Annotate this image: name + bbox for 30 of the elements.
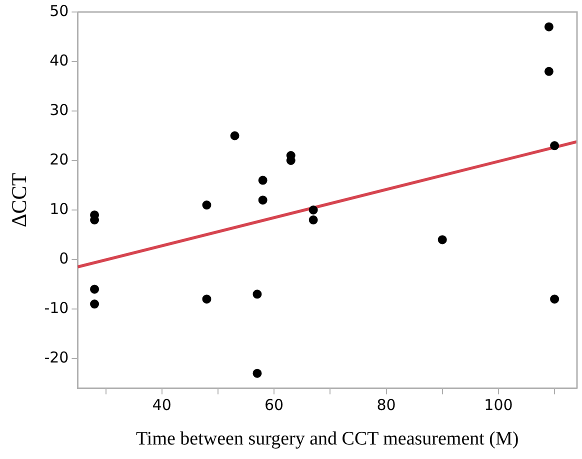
x-tick-label: 100 xyxy=(484,396,513,414)
y-tick-label: -20 xyxy=(44,348,69,366)
x-tick-label: 60 xyxy=(264,396,284,414)
point xyxy=(202,200,212,210)
x-tick-label: 40 xyxy=(152,396,172,414)
y-tick-label: -10 xyxy=(44,298,69,317)
y-tick-label: 40 xyxy=(50,51,69,70)
y-tick-label: 20 xyxy=(50,150,69,168)
y-tick-label: 0 xyxy=(59,249,69,268)
point xyxy=(544,22,554,32)
x-axis-title: Time between surgery and CCT measurement (M) xyxy=(136,428,519,450)
y-tick-label: 50 xyxy=(50,2,69,20)
point xyxy=(252,368,262,378)
y-tick-label: 30 xyxy=(50,100,69,119)
point xyxy=(544,66,554,76)
point xyxy=(308,215,318,224)
point xyxy=(308,206,318,214)
point xyxy=(230,131,240,140)
x-tick-label: 80 xyxy=(376,396,396,414)
point xyxy=(90,284,100,294)
point xyxy=(202,294,212,304)
y-axis-title: ΔCCT xyxy=(7,172,32,228)
point xyxy=(252,290,262,299)
point xyxy=(550,141,560,150)
point xyxy=(550,294,560,304)
point xyxy=(258,196,268,205)
point xyxy=(258,176,268,185)
y-tick-label: 10 xyxy=(50,200,69,218)
point xyxy=(438,235,447,244)
point xyxy=(90,300,100,309)
